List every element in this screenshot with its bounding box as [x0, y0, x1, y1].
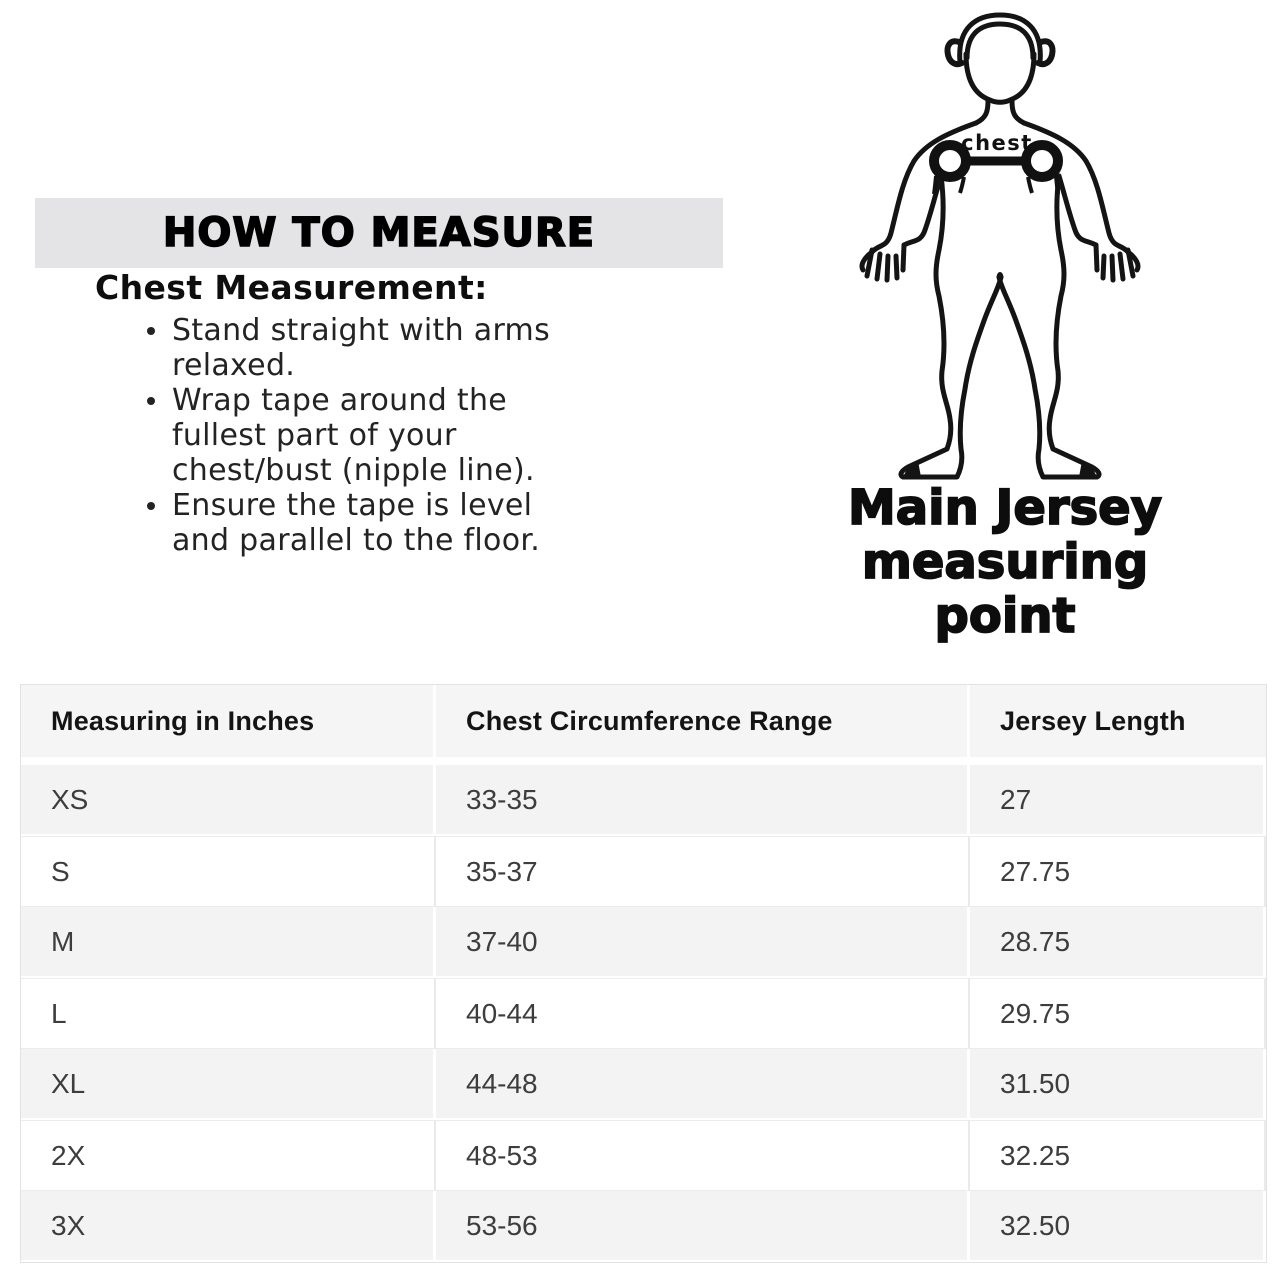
chest-label: chest — [961, 131, 1033, 155]
instructions-heading: Chest Measurement: — [95, 268, 488, 307]
list-item: Wrap tape around the fullest part of you… — [147, 383, 755, 488]
length-cell: 28.75 — [970, 907, 1266, 978]
size-cell: L — [21, 978, 436, 1049]
chest-cell: 48-53 — [436, 1120, 970, 1191]
length-cell: 27 — [970, 765, 1266, 836]
table-row: 2X 48-53 32.25 — [21, 1120, 1266, 1191]
size-cell: XL — [21, 1049, 436, 1120]
chest-cell: 44-48 — [436, 1049, 970, 1120]
chest-band-icon — [929, 140, 1063, 195]
size-cell: 3X — [21, 1191, 436, 1262]
table-row: L 40-44 29.75 — [21, 978, 1266, 1049]
bullet-list: Stand straight with arms relaxed. Wrap t… — [95, 313, 755, 558]
chest-cell: 35-37 — [436, 836, 970, 907]
head-outline — [957, 12, 1043, 65]
table-header-length: Jersey Length — [970, 685, 1266, 765]
table-header-size: Measuring in Inches — [21, 685, 436, 765]
instructions-section: Chest Measurement: Stand straight with a… — [95, 268, 755, 558]
table-header-chest: Chest Circumference Range — [436, 685, 970, 765]
size-cell: XS — [21, 765, 436, 836]
page-title: HOW TO MEASURE — [162, 209, 596, 257]
chest-cell: 33-35 — [436, 765, 970, 836]
chest-cell: 53-56 — [436, 1191, 970, 1262]
size-cell: S — [21, 836, 436, 907]
table-row: XS 33-35 27 — [21, 765, 1266, 836]
size-table: Measuring in Inches Chest Circumference … — [21, 685, 1266, 1262]
table-header-row: Measuring in Inches Chest Circumference … — [21, 685, 1266, 765]
table-row: 3X 53-56 32.50 — [21, 1191, 1266, 1262]
size-cell: 2X — [21, 1120, 436, 1191]
length-cell: 29.75 — [970, 978, 1266, 1049]
table-row: XL 44-48 31.50 — [21, 1049, 1266, 1120]
figure-caption: Main Jersey measuring point — [847, 480, 1163, 644]
size-table-container: Measuring in Inches Chest Circumference … — [20, 684, 1267, 1263]
ear-icon — [944, 38, 965, 68]
chest-cell: 37-40 — [436, 907, 970, 978]
chest-cell: 40-44 — [436, 978, 970, 1049]
list-item: Stand straight with arms relaxed. — [147, 313, 755, 383]
list-item: Ensure the tape is level and parallel to… — [147, 488, 755, 558]
size-cell: M — [21, 907, 436, 978]
length-cell: 32.25 — [970, 1120, 1266, 1191]
table-row: M 37-40 28.75 — [21, 907, 1266, 978]
length-cell: 32.50 — [970, 1191, 1266, 1262]
body-outline-figure: chest — [859, 12, 1141, 480]
ear-icon — [1035, 38, 1056, 68]
table-row: S 35-37 27.75 — [21, 836, 1266, 907]
title-bar: HOW TO MEASURE — [35, 198, 723, 268]
length-cell: 31.50 — [970, 1049, 1266, 1120]
length-cell: 27.75 — [970, 836, 1266, 907]
